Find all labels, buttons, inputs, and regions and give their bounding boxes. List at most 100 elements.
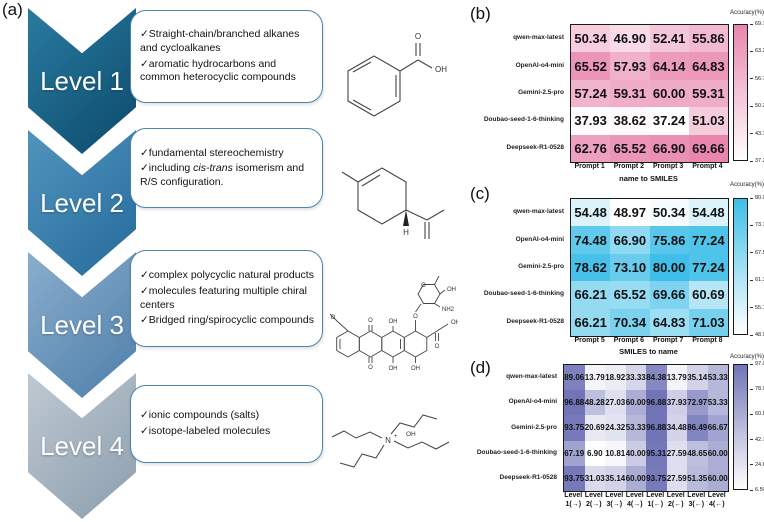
heatmap-cell: 59.31 [610, 79, 650, 108]
heatmap-cell: 64.83 [649, 308, 689, 336]
atom-label-oh-ring: OH [411, 366, 420, 372]
colorbar-tick: 60.80 [750, 411, 764, 417]
heatmap-cell: 80.00 [649, 253, 689, 282]
heatmap-cell: 65.52 [610, 134, 650, 162]
atom-label-nh2-sugar: NH2 [442, 307, 455, 313]
level-1-bullet: ✓aromatic hydrocarbons and common hetero… [140, 57, 296, 84]
row-label: qwen-max-latest [513, 34, 564, 42]
heatmap-cell: 77.24 [688, 253, 728, 282]
stereo-wedge-bond [403, 210, 409, 226]
heatmap-cell: 13.79 [666, 365, 687, 391]
level-3-bullet: ✓Bridged ring/spirocyclic compounds [140, 314, 314, 327]
heatmap-cell: 52.41 [649, 25, 689, 53]
heatmap-cell: 34.48 [666, 415, 687, 441]
heatmap-grid: 54.48 48.97 50.34 54.48 74.48 66.90 75.86 77.24… [570, 198, 729, 337]
column-labels: Prompt 1 Prompt 2 Prompt 3 Prompt 4 [570, 163, 727, 172]
heatmap-cell: 64.14 [649, 52, 689, 80]
atom-label-o-quinone-top: O [368, 318, 373, 324]
heatmap-cell: 27.03 [605, 390, 626, 416]
heatmap-cell: 51.35 [687, 465, 708, 491]
heatmap-cell: 71.03 [688, 308, 728, 336]
heatmap-cell: 75.86 [649, 226, 689, 254]
panel-c-label: (c) [470, 184, 490, 203]
heatmap-cell: 48.28 [584, 390, 605, 416]
heatmap-cell: 89.06 [564, 365, 585, 391]
colorbar-title: Accuracy(%) [729, 182, 764, 188]
heatmap-cell: 59.31 [688, 79, 728, 108]
heatmap-cell: 60.00 [707, 440, 728, 466]
colorbar-tick: 67.56 [750, 250, 764, 256]
polycyclic-natural-product-structure: O O O OH OH OH O O OH O OH NH2 [326, 256, 460, 385]
colorbar-ticks: 69.70 63.20 56.70 50.20 43.70 37.20 [750, 21, 764, 164]
level-3-bullet: ✓molecules featuring multiple chiral cen… [140, 284, 307, 311]
level-4-bullet: ✓ionic compounds (salts) [140, 409, 260, 422]
benzoic-acid-structure: O OH [332, 14, 450, 137]
heatmap-cell: 96.88 [646, 415, 667, 441]
bullet-text: isomerism and R/S configuration. [140, 162, 305, 188]
heatmap-cell: 70.34 [610, 308, 650, 336]
atom-label-o-sugar: O [421, 283, 426, 289]
heatmap-cell: 66.21 [571, 281, 611, 309]
heatmap-cell: 74.48 [571, 226, 611, 254]
heatmap-cell: 69.66 [688, 134, 728, 162]
heatmap-cell: 37.93 [571, 107, 611, 135]
column-label: Level 4(→) [625, 492, 644, 508]
heatmap-cell: 54.48 [688, 199, 728, 227]
heatmap-cell: 57.93 [610, 52, 650, 80]
atom-label-oh-top: OH [389, 319, 398, 325]
column-label: Prompt 5 [574, 337, 605, 344]
colorbar-title: Accuracy(%) [729, 10, 764, 16]
heatmap-cell: 66.67 [707, 415, 728, 441]
colorbar-tick: 43.70 [750, 131, 764, 137]
level-2-description-box: ✓fundamental stereochemistry ✓including … [130, 128, 323, 208]
heatmap-cell: 13.79 [584, 365, 605, 391]
heatmap-cell: 37.93 [666, 390, 687, 416]
level-3-title: Level 3 [40, 310, 124, 341]
column-label: Level 3(→) [605, 492, 624, 508]
level-4-title: Level 4 [40, 431, 124, 462]
atom-label-o-side: O [435, 344, 440, 350]
heatmap-cell: 27.59 [666, 440, 687, 466]
row-label: qwen-max-latest [513, 208, 564, 216]
level-1-title: Level 1 [40, 66, 124, 97]
row-label: Gemini-2.5-pro [518, 89, 564, 97]
row-label: Deepseek-R1-0528 [499, 473, 557, 481]
heatmap-cell: 93.75 [646, 465, 667, 491]
level-1-chevron: Level 1 [28, 8, 136, 154]
heatmap-cell: 53.33 [707, 390, 728, 416]
heatmap-cell: 57.24 [571, 79, 611, 108]
level-4-description-box: ✓ionic compounds (salts) ✓isotope-labele… [130, 385, 323, 463]
colorbar-tick: 48.90 [750, 332, 764, 338]
colorbar [733, 198, 748, 335]
row-labels: qwen-max-latest OpenAI-o4-mini Gemini-2.5-… [468, 24, 568, 161]
panel-d-heatmap: (d) qwen-max-latest OpenAI-o4-mini Gemini-… [468, 352, 764, 522]
heatmap-cell: 78.62 [571, 253, 611, 282]
row-labels: qwen-max-latest OpenAI-o4-mini Gemini-2.5-… [468, 198, 568, 335]
heatmap-cell: 50.34 [649, 199, 689, 227]
heatmap-cell: 93.75 [564, 465, 585, 491]
level-3-bullet: ✓complex polycyclic natural products [140, 269, 314, 282]
heatmap-cell: 62.76 [571, 134, 611, 162]
heatmap-cell: 18.92 [605, 365, 626, 391]
colorbar-tick: 69.70 [750, 21, 764, 27]
column-label: Prompt 8 [692, 337, 723, 344]
colorbar-tick: 50.20 [750, 103, 764, 109]
heatmap-cell: 95.31 [646, 440, 667, 466]
heatmap-cell: 84.38 [646, 365, 667, 391]
heatmap-cell: 69.66 [649, 281, 689, 309]
colorbar-tick: 24.60 [750, 462, 764, 468]
heatmap-cell: 37.24 [649, 107, 689, 135]
heatmap-cell: 54.48 [571, 199, 611, 227]
colorbar-tick: 55.12 [750, 305, 764, 311]
atom-label-o: O [415, 32, 421, 41]
bullet-italic-text: cis-trans [193, 162, 233, 175]
row-label: qwen-max-latest [506, 373, 557, 381]
heatmap-cell: 86.49 [687, 415, 708, 441]
panel-b-heatmap: (b) qwen-max-latest OpenAI-o4-mini Gemini-… [468, 0, 764, 183]
heatmap-cell: 77.24 [688, 226, 728, 254]
heatmap-cell: 46.90 [610, 25, 650, 53]
heatmap-grid: 50.34 46.90 52.41 55.86 65.52 57.93 64.14 64.83… [570, 24, 729, 163]
heatmap-cell: 72.97 [687, 390, 708, 416]
x-axis-title: SMILES to name [619, 347, 678, 356]
heatmap-cell: 60.00 [625, 465, 646, 491]
